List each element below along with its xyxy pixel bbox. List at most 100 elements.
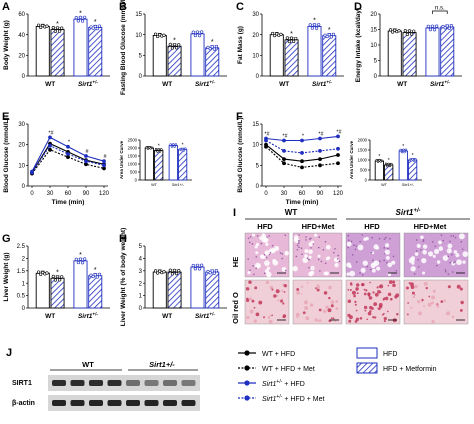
tissue-feature [378,237,381,240]
tissue-feature [370,251,373,254]
tissue-feature [347,234,350,237]
tissue-feature [255,251,259,255]
tissue-feature [264,260,270,266]
data-point [197,34,202,38]
tissue-feature [450,235,453,237]
tissue-feature [447,243,453,249]
series-point [282,161,286,166]
y-tick-label: 3 [139,269,143,275]
tissue-feature [348,319,352,323]
tissue-feature [334,320,337,323]
y-axis-label: Area Under Curve [119,140,124,179]
tissue-feature [436,304,440,308]
bar [35,25,50,77]
tissue-feature [445,270,447,273]
tissue-feature [335,300,339,303]
x-group-label-sirt1: Sirt1+/- [78,80,98,89]
data-point [273,34,277,38]
tissue-feature [283,290,286,293]
tissue-feature [246,315,250,320]
tissue-feature [279,252,282,254]
tissue-feature [417,259,420,261]
tissue-feature [308,242,313,247]
tissue-feature [262,235,267,241]
y-tick-label: 500 [130,169,138,174]
tissue-feature [251,243,254,245]
blot-band-actin [126,400,140,406]
tissue-feature [353,294,356,298]
bar [152,271,167,309]
bar [50,277,65,309]
data-point [447,26,451,30]
tissue-feature [332,317,335,320]
tissue-feature [247,270,251,275]
data-point [170,46,175,50]
svg-text:WT + HFD: WT + HFD [262,351,295,358]
tissue-feature [306,257,309,260]
series-point [66,144,70,149]
y-tick-label: 0 [22,184,26,190]
tissue-feature [308,249,313,254]
chart-g: G 0 0.5 1 1.5 2 2.5 Liver Weight (g) * * * WT Sirt1+… [2,233,110,320]
tissue-feature [395,269,398,272]
data-point [212,271,216,275]
tissue-feature [322,249,325,251]
tissue-feature [317,284,320,287]
panel-letter-i: I [233,207,236,219]
western-blot-panel: J WT Sirt1+/- SIRT1 β-actin [6,347,200,411]
tissue-feature [419,249,422,251]
tissue-feature [316,288,320,292]
data-point [55,26,60,30]
tissue-feature [427,302,432,307]
blot-band-sirt1 [126,380,140,386]
data-point [212,47,216,51]
chart-c: C 0 10 20 30 Fat Mass (g) * * * WT Sirt1+/- [236,1,344,88]
y-tick-label: 2500 [128,137,138,142]
blot-band-actin [107,400,122,406]
y-tick-label: 10 [18,163,25,169]
blot-band-sirt1 [70,380,85,386]
tissue-feature [333,251,335,254]
tissue-feature [301,253,303,256]
tissue-feature [376,286,379,289]
tissue-feature [254,262,261,269]
histology-tile [345,232,401,278]
data-point [210,269,214,273]
tissue-feature [372,259,374,262]
significance-mark: * [173,38,176,45]
y-axis-label: Fasting Blood Glucose (mmol/L) [120,0,127,95]
y-tick-label: 10 [252,143,259,149]
tissue-feature [381,313,384,316]
chart-e: E 0 10 20 30 0 30 60 90 120 Time (min) Blood Glucos… [2,111,110,206]
tissue-feature [443,299,446,303]
tissue-feature [337,254,339,257]
y-tick-label: 20 [18,53,25,59]
tissue-feature [282,302,285,305]
svg-text:HFD: HFD [383,351,397,358]
x-group-label-sirt1: Sirt1+/- [195,80,215,89]
data-point [78,257,83,261]
panel-letter-g: G [2,233,11,245]
tissue-feature [421,258,427,264]
tissue-feature [459,308,463,312]
tissue-feature [409,282,414,287]
data-point [195,30,200,34]
tissue-feature [275,294,279,298]
y-tick-label: 5 [139,53,143,59]
tissue-feature [386,261,388,264]
tissue-feature [366,318,369,321]
data-point [200,263,204,267]
tissue-feature [296,288,300,291]
tissue-feature [304,254,308,258]
tissue-feature [363,288,366,291]
tissue-feature [355,309,358,312]
tissue-feature [373,302,378,307]
series-point [66,152,70,156]
tissue-feature [355,245,358,247]
bar [408,159,418,181]
bar [178,149,188,181]
y-tick-label: 10 [370,43,377,49]
y-tick-label: 0 [256,184,260,190]
tissue-feature [304,249,309,254]
tissue-feature [371,307,374,310]
